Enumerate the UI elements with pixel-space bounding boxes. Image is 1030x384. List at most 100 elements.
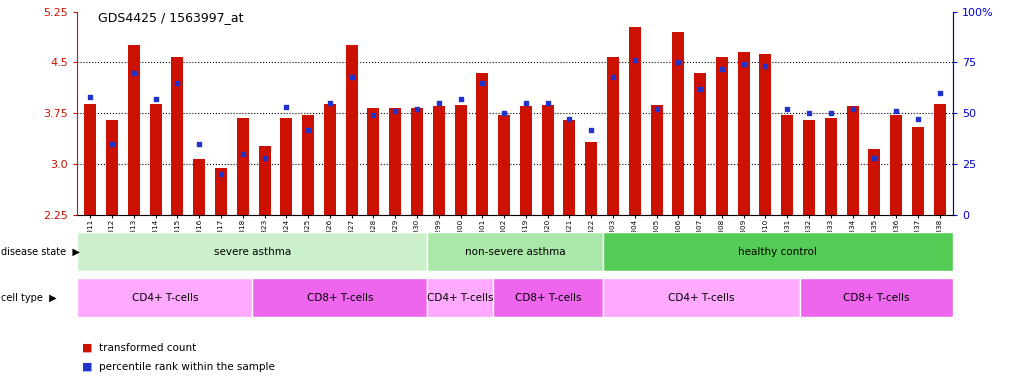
Point (409, 106, 425, 112)
Point (300, 126, 316, 132)
Bar (499, 115, 510, 215)
Bar (252, 278, 427, 317)
Bar (411, 108, 423, 215)
Point (888, 108, 904, 114)
Bar (84, 104, 97, 215)
Bar (77, 232, 427, 271)
Point (343, 74, 359, 80)
Point (735, 61, 752, 68)
Bar (651, 105, 662, 215)
Point (256, 155, 273, 161)
Point (845, 106, 861, 112)
Bar (933, 104, 946, 215)
Bar (476, 73, 488, 215)
Bar (128, 45, 140, 215)
Bar (215, 167, 227, 215)
Point (278, 104, 295, 110)
Bar (389, 108, 402, 215)
Bar (673, 32, 684, 215)
Bar (368, 108, 379, 215)
Point (866, 155, 883, 161)
Text: ■: ■ (82, 343, 93, 353)
Bar (716, 57, 728, 215)
Bar (493, 278, 603, 317)
Bar (171, 57, 183, 215)
Point (191, 141, 207, 147)
Text: non-severe asthma: non-severe asthma (465, 247, 565, 257)
Bar (759, 54, 771, 215)
Bar (433, 106, 445, 215)
Text: CD8+ T-cells: CD8+ T-cells (307, 293, 373, 303)
Point (235, 151, 251, 157)
Bar (694, 73, 707, 215)
Point (366, 112, 382, 118)
Point (605, 74, 621, 80)
Bar (542, 105, 554, 215)
Point (800, 110, 817, 116)
Text: GDS4425 / 1563997_at: GDS4425 / 1563997_at (98, 12, 243, 25)
Point (779, 106, 795, 112)
Bar (237, 118, 249, 215)
Point (540, 100, 556, 106)
Point (757, 63, 774, 70)
Text: percentile rank within the sample: percentile rank within the sample (99, 362, 275, 372)
Bar (912, 127, 924, 215)
Bar (454, 105, 467, 215)
Point (518, 100, 535, 106)
Point (321, 100, 338, 106)
Point (147, 96, 164, 102)
Bar (280, 118, 293, 215)
Point (431, 100, 447, 106)
Point (626, 57, 643, 63)
Point (387, 108, 404, 114)
Bar (737, 52, 750, 215)
Point (104, 141, 121, 147)
Point (213, 171, 230, 177)
Point (452, 96, 469, 102)
Text: severe asthma: severe asthma (214, 247, 291, 257)
Bar (868, 149, 881, 215)
Point (692, 86, 709, 92)
Point (495, 110, 512, 116)
Bar (603, 278, 799, 317)
Point (823, 110, 839, 116)
Point (583, 126, 599, 132)
Point (714, 65, 730, 71)
Point (931, 90, 948, 96)
Bar (520, 106, 531, 215)
Text: CD8+ T-cells: CD8+ T-cells (515, 293, 581, 303)
Bar (427, 232, 603, 271)
Bar (585, 142, 597, 215)
Bar (799, 278, 953, 317)
Text: CD4+ T-cells: CD4+ T-cells (132, 293, 198, 303)
Bar (628, 27, 641, 215)
Text: CD4+ T-cells: CD4+ T-cells (667, 293, 734, 303)
Bar (302, 115, 314, 215)
Bar (563, 120, 576, 215)
Bar (149, 104, 162, 215)
Point (474, 79, 490, 86)
Bar (607, 57, 619, 215)
Text: disease state  ▶: disease state ▶ (1, 247, 80, 257)
Text: transformed count: transformed count (99, 343, 196, 353)
Bar (323, 104, 336, 215)
Text: CD4+ T-cells: CD4+ T-cells (427, 293, 493, 303)
Text: cell type  ▶: cell type ▶ (1, 293, 57, 303)
Bar (847, 106, 859, 215)
Text: ■: ■ (82, 362, 93, 372)
Bar (603, 232, 953, 271)
Bar (890, 115, 902, 215)
Point (648, 106, 664, 112)
Bar (427, 278, 493, 317)
Point (909, 116, 926, 122)
Point (671, 59, 687, 65)
Bar (77, 278, 252, 317)
Bar (194, 159, 205, 215)
Bar (781, 115, 793, 215)
Bar (259, 146, 271, 215)
Point (82, 94, 99, 100)
Point (126, 70, 142, 76)
Text: healthy control: healthy control (739, 247, 817, 257)
Text: CD8+ T-cells: CD8+ T-cells (843, 293, 909, 303)
Point (561, 116, 578, 122)
